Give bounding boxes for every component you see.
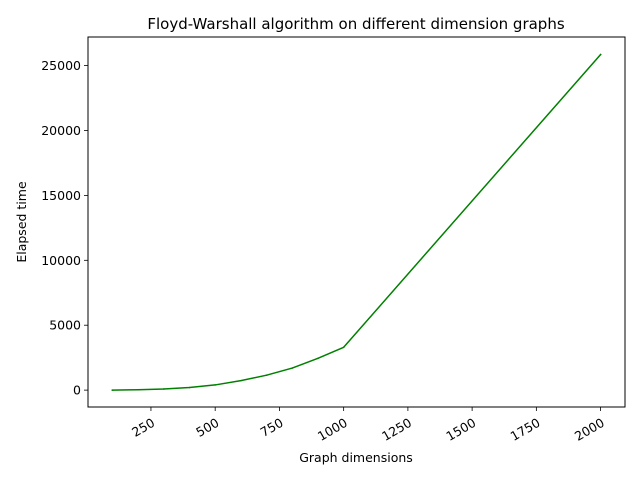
- y-axis-ticks: 0 5000 10000 15000 20000 25000: [41, 58, 88, 398]
- y-tick-label-4: 20000: [41, 123, 81, 138]
- series-point-0-6: [265, 374, 268, 376]
- series-point-0-9: [342, 346, 345, 349]
- series-point-0-8: [317, 357, 319, 360]
- x-axis-label: Graph dimensions: [299, 450, 413, 465]
- series-point-0-1: [137, 388, 139, 391]
- series-point-0-3: [188, 386, 191, 389]
- y-tick-label-5: 25000: [41, 58, 81, 73]
- series-point-0-2: [162, 388, 165, 390]
- y-axis-label: Elapsed time: [14, 181, 29, 263]
- series-point-0-5: [240, 379, 242, 382]
- series-point-0-4: [214, 384, 216, 386]
- y-tick-label-3: 15000: [41, 188, 81, 203]
- chart-title: Floyd-Warshall algorithm on different di…: [147, 15, 564, 33]
- series-point-0-7: [291, 367, 294, 369]
- series-point-0-0: [111, 389, 114, 391]
- y-tick-label-2: 10000: [41, 253, 81, 268]
- y-tick-label-0: 0: [73, 383, 81, 398]
- plot-area: [87, 36, 626, 408]
- axes-frame: [87, 36, 626, 408]
- y-tick-label-1: 5000: [49, 318, 81, 333]
- series-point-0-10: [599, 53, 602, 56]
- series-layer: [111, 53, 602, 391]
